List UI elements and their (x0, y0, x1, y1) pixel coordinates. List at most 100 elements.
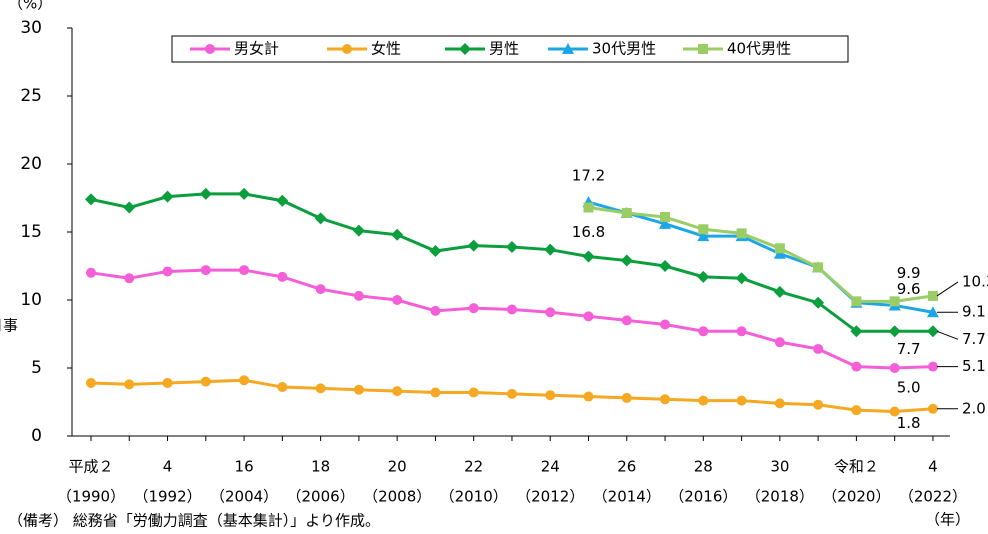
series-line (588, 200, 934, 314)
point (736, 326, 747, 337)
value-label: 9.6 (897, 280, 921, 298)
value-label: 16.8 (572, 223, 605, 241)
x-tick-label: 24 (541, 458, 560, 476)
point (813, 262, 824, 273)
leader-line (936, 281, 959, 297)
point (851, 405, 862, 416)
point (85, 193, 97, 206)
point (562, 43, 574, 54)
point (583, 311, 594, 322)
point (812, 296, 825, 309)
legend-label: 女性 (371, 40, 401, 58)
point (697, 230, 710, 242)
point (698, 44, 708, 54)
point (430, 305, 441, 316)
value-label: 9.9 (897, 264, 921, 282)
point (545, 390, 556, 401)
x-tick-year: （2018） (746, 488, 814, 506)
point (773, 285, 786, 298)
value-label: 9.1 (962, 303, 986, 321)
legend-box (171, 35, 849, 63)
x-tick-year: （2012） (516, 488, 584, 506)
x-tick-label: 28 (694, 458, 713, 476)
x-tick-label: 20 (388, 458, 407, 476)
leader-line (936, 330, 959, 340)
point (161, 190, 174, 203)
point (888, 325, 901, 338)
point (660, 319, 671, 330)
point (583, 202, 594, 213)
series-line (90, 268, 933, 370)
point (430, 387, 441, 398)
point (927, 290, 938, 301)
point (506, 304, 517, 315)
x-tick-label: 30 (770, 458, 789, 476)
point (583, 391, 594, 402)
point (468, 387, 479, 398)
point (205, 44, 215, 54)
point (697, 270, 710, 283)
point (506, 388, 517, 399)
point (850, 325, 863, 338)
point (162, 266, 173, 277)
point (200, 376, 211, 387)
point (889, 363, 900, 373)
point (459, 43, 471, 55)
point (468, 303, 479, 314)
point (698, 395, 709, 406)
value-label: 2.0 (962, 399, 986, 417)
legend-label: 40代男性 (727, 40, 791, 58)
point (86, 267, 96, 278)
x-tick-label: 4 (163, 458, 173, 476)
x-tick-label: 16 (235, 458, 254, 476)
x-tick-label: 26 (617, 458, 636, 476)
x-tick-year: （2014） (593, 488, 661, 506)
point (391, 228, 404, 241)
x-tick-label: 平成２ (68, 458, 113, 476)
x-tick-label: 4 (928, 458, 938, 476)
point (315, 284, 326, 295)
point (429, 245, 442, 258)
y-unit: （%） (8, 0, 52, 13)
value-label: 5.0 (897, 379, 921, 397)
point (659, 260, 672, 272)
y-label: 月事 (0, 317, 18, 335)
point (582, 250, 595, 263)
x-tick-year: （2006） (287, 488, 355, 506)
note: （備考） 総務省「労働力調査（基本集計）」より作成。 (8, 512, 380, 530)
point (238, 187, 251, 200)
point (621, 392, 632, 403)
legend-label: 男性 (489, 40, 519, 58)
point (467, 239, 480, 252)
point (124, 379, 135, 390)
x-unit: （年） (925, 511, 970, 529)
point (621, 207, 632, 218)
point (735, 272, 748, 285)
point (660, 394, 671, 405)
point (123, 201, 136, 214)
x-tick-year: （1992） (133, 488, 201, 506)
point (620, 254, 633, 267)
point (659, 217, 672, 229)
point (926, 325, 939, 338)
point (342, 44, 352, 54)
point (926, 306, 939, 318)
x-tick-year: （2022） (899, 488, 967, 506)
x-tick-label: 18 (311, 458, 330, 476)
point (239, 375, 250, 386)
x-tick-label: 令和２ (834, 458, 879, 476)
x-tick-year: （2004） (210, 488, 278, 506)
y-tick-label: 30 (20, 18, 42, 38)
x-tick-year: （2008） (363, 488, 431, 506)
point (392, 386, 403, 397)
point (545, 307, 556, 318)
point (86, 377, 96, 388)
point (927, 361, 938, 372)
point (621, 315, 632, 326)
point (889, 406, 900, 417)
x-tick-label: 22 (464, 458, 483, 476)
point (698, 224, 709, 235)
point (314, 212, 327, 225)
point (162, 377, 173, 388)
